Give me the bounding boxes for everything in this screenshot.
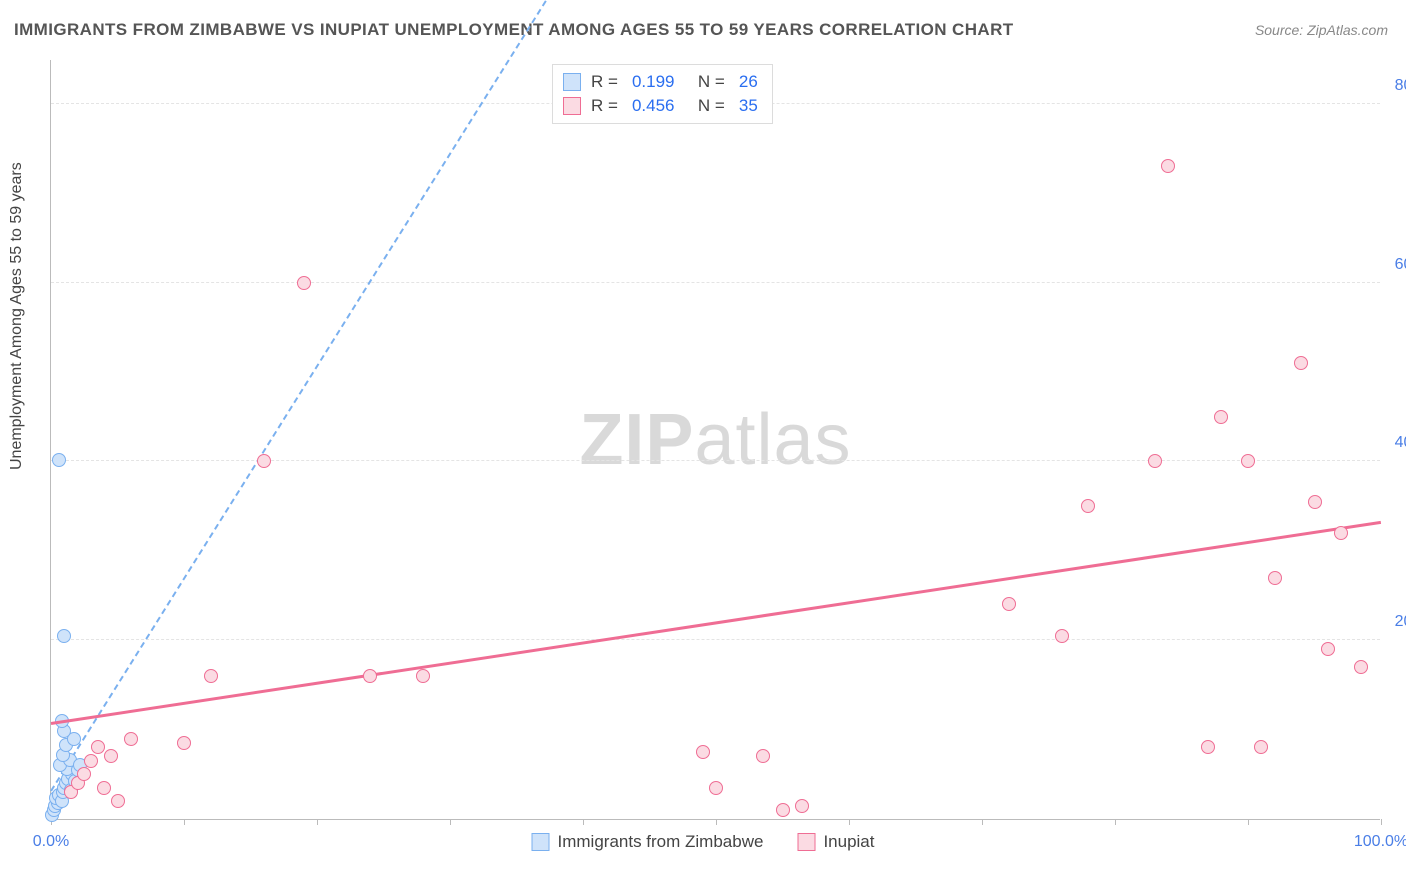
data-point xyxy=(416,669,430,683)
legend-swatch xyxy=(532,833,550,851)
data-point xyxy=(696,745,710,759)
data-point xyxy=(52,453,66,467)
trend-line xyxy=(51,521,1381,725)
data-point xyxy=(84,754,98,768)
x-tick-mark xyxy=(1381,819,1382,825)
data-point xyxy=(1002,597,1016,611)
legend-swatch xyxy=(797,833,815,851)
data-point xyxy=(709,781,723,795)
x-tick-mark xyxy=(184,819,185,825)
data-point xyxy=(795,799,809,813)
x-tick-mark xyxy=(849,819,850,825)
data-point xyxy=(1161,159,1175,173)
x-tick-mark xyxy=(317,819,318,825)
trend-line xyxy=(50,0,584,792)
data-point xyxy=(57,629,71,643)
series-legend-item: Inupiat xyxy=(797,832,874,852)
y-tick-label: 80.0% xyxy=(1395,77,1406,95)
series-name: Immigrants from Zimbabwe xyxy=(558,832,764,852)
data-point xyxy=(111,794,125,808)
y-tick-label: 40.0% xyxy=(1395,434,1406,452)
x-tick-mark xyxy=(1115,819,1116,825)
legend-n-value: 26 xyxy=(735,72,762,92)
watermark: ZIPatlas xyxy=(579,399,851,481)
data-point xyxy=(1354,660,1368,674)
legend-row: R = 0.456 N = 35 xyxy=(563,94,762,118)
data-point xyxy=(1081,499,1095,513)
x-tick-mark xyxy=(982,819,983,825)
series-legend-item: Immigrants from Zimbabwe xyxy=(532,832,764,852)
series-legend: Immigrants from Zimbabwe Inupiat xyxy=(532,832,875,852)
x-tick-mark xyxy=(583,819,584,825)
gridline xyxy=(51,282,1380,283)
plot-area: ZIPatlas 20.0%40.0%60.0%80.0%0.0%100.0% xyxy=(50,60,1380,820)
data-point xyxy=(776,803,790,817)
data-point xyxy=(77,767,91,781)
y-tick-label: 60.0% xyxy=(1395,256,1406,274)
y-tick-label: 20.0% xyxy=(1395,613,1406,631)
x-tick-mark xyxy=(450,819,451,825)
chart-title: IMMIGRANTS FROM ZIMBABWE VS INUPIAT UNEM… xyxy=(14,20,1014,40)
legend-swatch xyxy=(563,73,581,91)
watermark-rest: atlas xyxy=(694,400,851,480)
y-axis-label: Unemployment Among Ages 55 to 59 years xyxy=(8,162,26,470)
x-tick-mark xyxy=(716,819,717,825)
data-point xyxy=(1241,454,1255,468)
data-point xyxy=(1214,410,1228,424)
data-point xyxy=(1308,495,1322,509)
legend-n-label: N = xyxy=(688,72,724,92)
data-point xyxy=(91,740,105,754)
data-point xyxy=(97,781,111,795)
data-point xyxy=(363,669,377,683)
data-point xyxy=(1268,571,1282,585)
legend-row: R = 0.199 N = 26 xyxy=(563,70,762,94)
correlation-legend: R = 0.199 N = 26R = 0.456 N = 35 xyxy=(552,64,773,124)
data-point xyxy=(124,732,138,746)
legend-swatch xyxy=(563,97,581,115)
data-point xyxy=(1148,454,1162,468)
data-point xyxy=(1294,356,1308,370)
watermark-bold: ZIP xyxy=(579,400,694,480)
data-point xyxy=(257,454,271,468)
data-point xyxy=(1055,629,1069,643)
legend-r-value: 0.456 xyxy=(628,96,679,116)
data-point xyxy=(1321,642,1335,656)
data-point xyxy=(177,736,191,750)
legend-r-label: R = xyxy=(591,96,618,116)
legend-r-label: R = xyxy=(591,72,618,92)
series-name: Inupiat xyxy=(823,832,874,852)
legend-n-value: 35 xyxy=(735,96,762,116)
data-point xyxy=(1254,740,1268,754)
legend-r-value: 0.199 xyxy=(628,72,679,92)
x-tick-mark xyxy=(1248,819,1249,825)
x-tick-label: 0.0% xyxy=(33,833,69,851)
data-point xyxy=(297,276,311,290)
source-attribution: Source: ZipAtlas.com xyxy=(1255,22,1388,38)
data-point xyxy=(204,669,218,683)
data-point xyxy=(1334,526,1348,540)
data-point xyxy=(1201,740,1215,754)
data-point xyxy=(104,749,118,763)
gridline xyxy=(51,460,1380,461)
gridline xyxy=(51,639,1380,640)
data-point xyxy=(756,749,770,763)
x-tick-label: 100.0% xyxy=(1354,833,1406,851)
legend-n-label: N = xyxy=(688,96,724,116)
